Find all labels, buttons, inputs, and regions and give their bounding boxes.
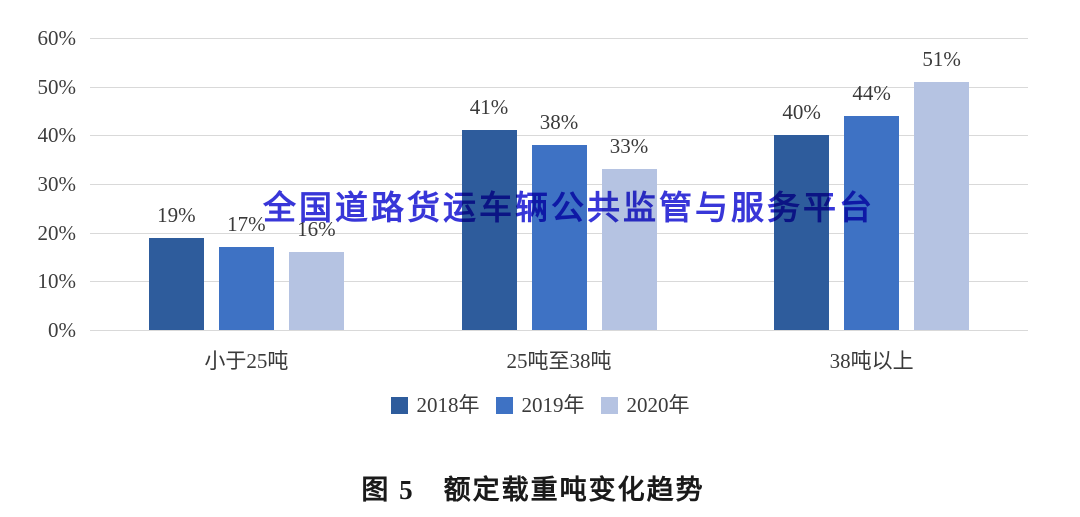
legend-swatch-icon [390,396,408,414]
y-axis-tick-label: 0% [48,318,76,342]
bar-value-label: 33% [609,134,649,159]
y-axis-tick-label: 50% [37,74,77,99]
bar-2019年-25吨至38吨 [531,145,587,330]
gridline [90,86,1028,88]
bar-value-label: 38% [539,110,579,135]
legend-item: 2019年 [495,393,585,417]
watermark-text: 全国道路货运车辆公共监管与服务平台 [263,189,875,226]
y-axis-tick-label: 20% [37,220,77,245]
bar-2018年-38吨以上 [774,135,830,330]
bar-2020年-小于25吨 [288,252,344,330]
legend-label: 2018年 [416,393,480,417]
bar-value-label: 41% [469,95,509,120]
x-axis-label: 25吨至38吨 [506,349,612,373]
bar-2018年-小于25吨 [148,237,204,330]
chart-legend: 2018年 2019年 2020年 [0,394,1080,416]
gridline [90,135,1028,137]
bar-value-label: 40% [782,100,821,125]
x-axis-label: 38吨以上 [829,349,914,373]
bar-value-label: 51% [922,46,961,71]
y-axis-tick-label: 40% [37,123,77,148]
bar-chart-plot-area: 0% 10% 20% 30% 40% 50% 60% 19% 17% 16% 小于25吨 41% 38%… [38,26,1028,373]
legend-swatch-icon [495,396,513,414]
bar-2019年-小于25吨 [218,247,274,330]
bar-value-label: 17% [227,212,266,237]
bar-2018年-25吨至38吨 [461,130,517,330]
legend-item: 2020年 [600,393,690,417]
y-axis-tick-label: 10% [37,269,77,294]
figure-caption: 图 5 额定载重吨变化趋势 [361,475,705,505]
bar-2019年-38吨以上 [844,115,900,330]
bar-value-label: 44% [852,80,891,105]
gridline [90,38,1028,39]
legend-label: 2020年 [626,393,690,417]
y-axis-tick-label: 30% [37,172,77,196]
legend-item: 2018年 [390,393,480,417]
y-axis-tick-label: 60% [37,26,77,50]
bar-2020年-38吨以上 [914,81,970,330]
bar-value-label: 19% [157,202,196,227]
x-axis-label: 小于25吨 [204,349,289,373]
legend-label: 2019年 [521,393,585,417]
gridline [90,330,1028,331]
bar-2020年-25吨至38吨 [601,169,657,330]
bar-value-label: 16% [297,217,336,242]
legend-swatch-icon [600,396,618,414]
